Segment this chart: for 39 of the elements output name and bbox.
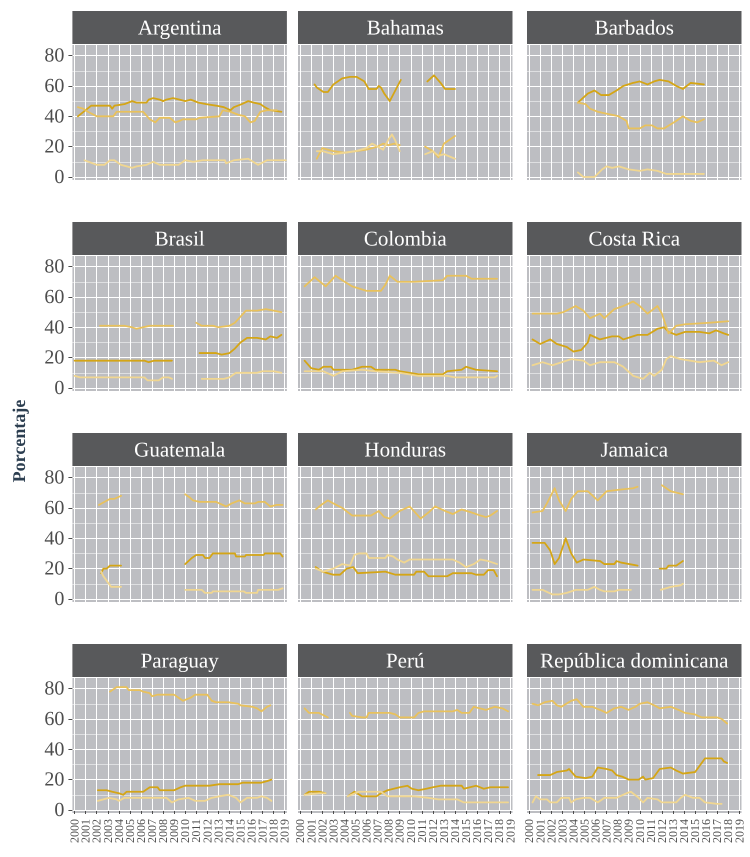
chart-title: Argentina	[138, 16, 222, 40]
chart-title: Barbados	[594, 16, 674, 40]
y-tick-label: 20	[44, 768, 64, 791]
y-tick-label: 40	[44, 738, 64, 760]
line-series	[109, 686, 272, 712]
y-tick-label: 60	[44, 496, 64, 519]
chart-title: Brasil	[154, 226, 205, 250]
chart-title: Jamaica	[600, 438, 669, 462]
line-series	[96, 778, 272, 796]
y-tick-label: 0	[54, 166, 64, 188]
y-tick-label: 0	[54, 798, 64, 821]
chart-title: Guatemala	[134, 438, 226, 462]
y-tick-label: 60	[44, 286, 64, 308]
chart-title: Perú	[386, 648, 425, 672]
y-tick-label: 60	[44, 74, 64, 97]
line-series	[84, 158, 287, 169]
y-tick-label: 20	[44, 558, 64, 580]
chart-title: Colombia	[364, 226, 448, 250]
y-tick-label: 40	[44, 316, 64, 338]
line-series	[77, 106, 278, 124]
y-axis-title: Porcentaje	[9, 400, 29, 482]
y-tick-label: 0	[54, 588, 64, 610]
chart-title: Honduras	[364, 438, 446, 462]
y-tick-label: 0	[54, 376, 64, 399]
y-tick-label: 80	[44, 678, 64, 700]
y-tick-label: 40	[44, 105, 64, 128]
line-series	[96, 794, 272, 804]
y-tick-label: 80	[44, 44, 64, 67]
y-tick-label: 20	[44, 136, 64, 158]
y-tick-label: 80	[44, 466, 64, 489]
chart-title: Costa Rica	[588, 226, 681, 250]
chart-title: Bahamas	[366, 16, 444, 40]
chart-title: República dominicana	[540, 648, 730, 672]
chart-title: Paraguay	[140, 648, 220, 672]
y-tick-label: 20	[44, 346, 64, 369]
y-tick-label: 40	[44, 527, 64, 550]
y-tick-label: 60	[44, 708, 64, 730]
y-tick-label: 80	[44, 256, 64, 278]
line-series	[77, 97, 282, 118]
